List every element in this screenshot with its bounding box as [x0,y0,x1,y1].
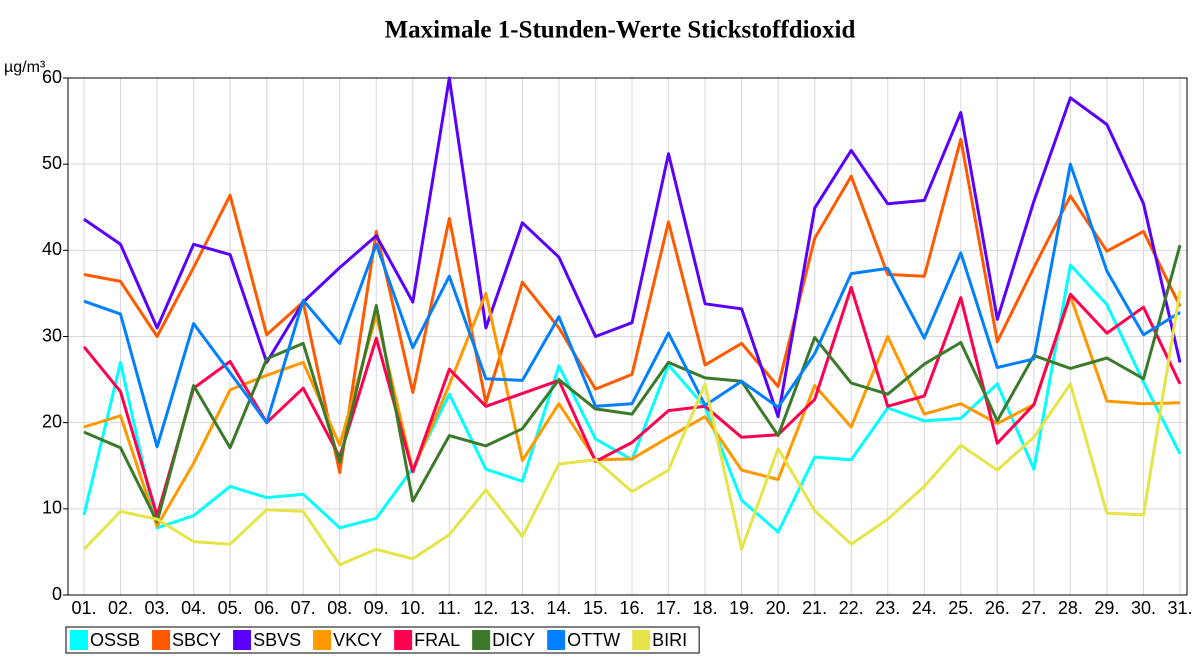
x-tick-label: 21. [802,598,827,618]
y-axis-label: µg/m³ [4,59,46,76]
x-tick-label: 27. [1021,598,1046,618]
y-tick-label: 0 [52,584,62,604]
x-tick-label: 02. [108,598,133,618]
x-tick-label: 28. [1058,598,1083,618]
legend-swatch [472,630,491,650]
legend-swatch [547,630,566,650]
y-tick-label: 20 [42,411,62,431]
x-tick-label: 30. [1131,598,1156,618]
legend-label: OSSB [90,630,140,650]
legend-label: FRAL [414,630,460,650]
legend-label: SBCY [172,630,221,650]
x-tick-label: 15. [583,598,608,618]
legend-swatch [394,630,413,650]
x-tick-label: 25. [948,598,973,618]
series-line [83,137,1182,475]
y-tick-label: 50 [42,153,62,173]
x-tick-label: 11. [437,598,461,618]
x-tick-label: 18. [693,598,718,618]
x-tick-label: 03. [145,598,170,618]
x-tick-label: 24. [912,598,937,618]
legend-label: DICY [492,630,535,650]
legend-swatch [152,630,171,650]
legend-swatch [233,630,252,650]
y-tick-label: 10 [42,498,62,518]
legend-label: BIRI [652,630,687,650]
x-tick-label: 10. [400,598,425,618]
x-tick-label: 26. [985,598,1010,618]
legend-label: VKCY [333,630,382,650]
x-tick-label: 04. [181,598,206,618]
x-tick-label: 31. [1167,598,1192,618]
series-line [83,291,1181,528]
legend-label: SBVS [253,630,301,650]
x-tick-label: 20. [766,598,791,618]
x-tick-label: 13. [510,598,535,618]
legend-label: OTTW [567,630,620,650]
y-tick-label: 60 [42,67,62,87]
y-tick-label: 30 [42,325,62,345]
legend-swatch [632,630,651,650]
series-line [83,162,1181,449]
x-tick-label: 19. [729,598,754,618]
legend-swatch [313,630,332,650]
legend-swatch [70,630,88,650]
legend: OSSB SBCY SBVS VKCY FRAL DICY OTTW BIRI [65,626,700,654]
x-tick-label: 14. [546,598,571,618]
series-line [82,290,1182,567]
y-tick-label: 40 [42,239,62,259]
x-tick-label: 07. [291,598,316,618]
x-tick-label: 22. [839,598,864,618]
plot-border [67,77,1188,596]
x-tick-label: 06. [254,598,279,618]
x-tick-label: 08. [327,598,352,618]
chart-title: Maximale 1-Stunden-Werte Stickstoffdioxi… [385,17,856,44]
x-tick-label: 01. [71,598,96,618]
x-tick-label: 23. [875,598,900,618]
x-tick-label: 09. [364,598,389,618]
x-tick-label: 17. [656,598,681,618]
legend-border [65,626,700,654]
series-line [83,244,1182,524]
x-tick-label: 05. [218,598,243,618]
x-tick-label: 12. [473,598,498,618]
x-tick-label: 29. [1094,598,1119,618]
x-tick-label: 16. [619,598,644,618]
